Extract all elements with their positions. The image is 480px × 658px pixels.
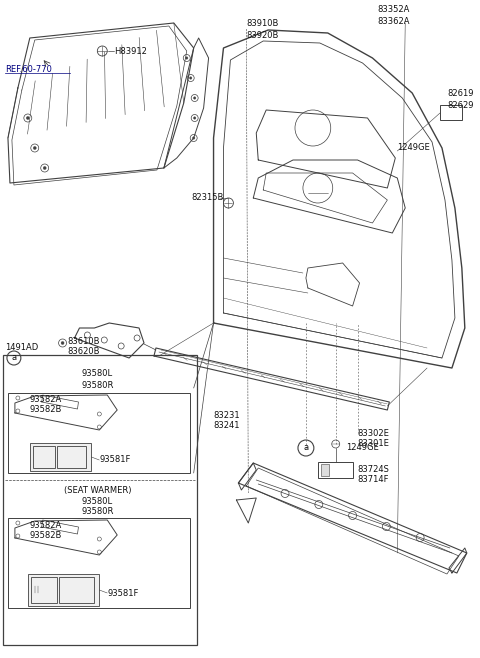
Bar [321, 464, 329, 476]
Circle shape [190, 77, 192, 79]
Text: 82315B: 82315B [192, 193, 224, 203]
Bar [31, 577, 57, 603]
Text: 1249GE: 1249GE [346, 443, 378, 453]
Text: a: a [12, 353, 16, 363]
Text: REF.60-770: REF.60-770 [5, 66, 52, 74]
Bar [8, 393, 190, 473]
Text: 83241: 83241 [214, 422, 240, 430]
Circle shape [61, 342, 64, 345]
Text: 83231: 83231 [214, 411, 240, 420]
Bar [3, 355, 197, 645]
Bar [30, 443, 91, 471]
Circle shape [33, 147, 36, 149]
Circle shape [192, 137, 195, 139]
Text: 83620B: 83620B [68, 347, 100, 355]
Text: 93580L: 93580L [82, 497, 113, 505]
Bar [57, 446, 86, 468]
Bar [440, 105, 462, 120]
Text: 83724S: 83724S [358, 465, 389, 474]
Text: 93582A: 93582A [30, 520, 62, 530]
Circle shape [26, 116, 29, 120]
Text: a: a [303, 443, 309, 453]
Text: (SEAT WARMER): (SEAT WARMER) [63, 486, 131, 495]
Bar [8, 518, 190, 608]
Text: 82629: 82629 [447, 101, 473, 109]
Text: 83610B: 83610B [68, 336, 100, 345]
Text: H83912: H83912 [114, 47, 147, 55]
Text: 83301E: 83301E [358, 438, 389, 447]
Text: 83714F: 83714F [358, 474, 389, 484]
Text: 93581F: 93581F [107, 588, 139, 597]
Text: 93582B: 93582B [30, 405, 62, 413]
Text: 83920B: 83920B [246, 30, 279, 39]
Circle shape [186, 57, 188, 59]
Text: 93582B: 93582B [30, 530, 62, 540]
Circle shape [43, 166, 46, 170]
Bar [33, 446, 55, 468]
Circle shape [193, 117, 196, 119]
Text: 83362A: 83362A [377, 18, 410, 26]
Text: 83352A: 83352A [377, 5, 410, 14]
Bar [59, 577, 95, 603]
Text: 93580R: 93580R [81, 507, 114, 515]
Text: 93580L: 93580L [82, 370, 113, 378]
Text: 1249GE: 1249GE [397, 143, 430, 153]
Text: 93582A: 93582A [30, 395, 62, 403]
Circle shape [193, 97, 196, 99]
Text: 83302E: 83302E [358, 428, 389, 438]
Text: 83910B: 83910B [246, 18, 279, 28]
Bar [28, 574, 99, 606]
Text: 82619: 82619 [447, 88, 473, 97]
Text: 93580R: 93580R [81, 380, 114, 390]
Bar [318, 462, 353, 478]
Text: 1491AD: 1491AD [5, 343, 38, 353]
Text: 93581F: 93581F [99, 455, 131, 465]
